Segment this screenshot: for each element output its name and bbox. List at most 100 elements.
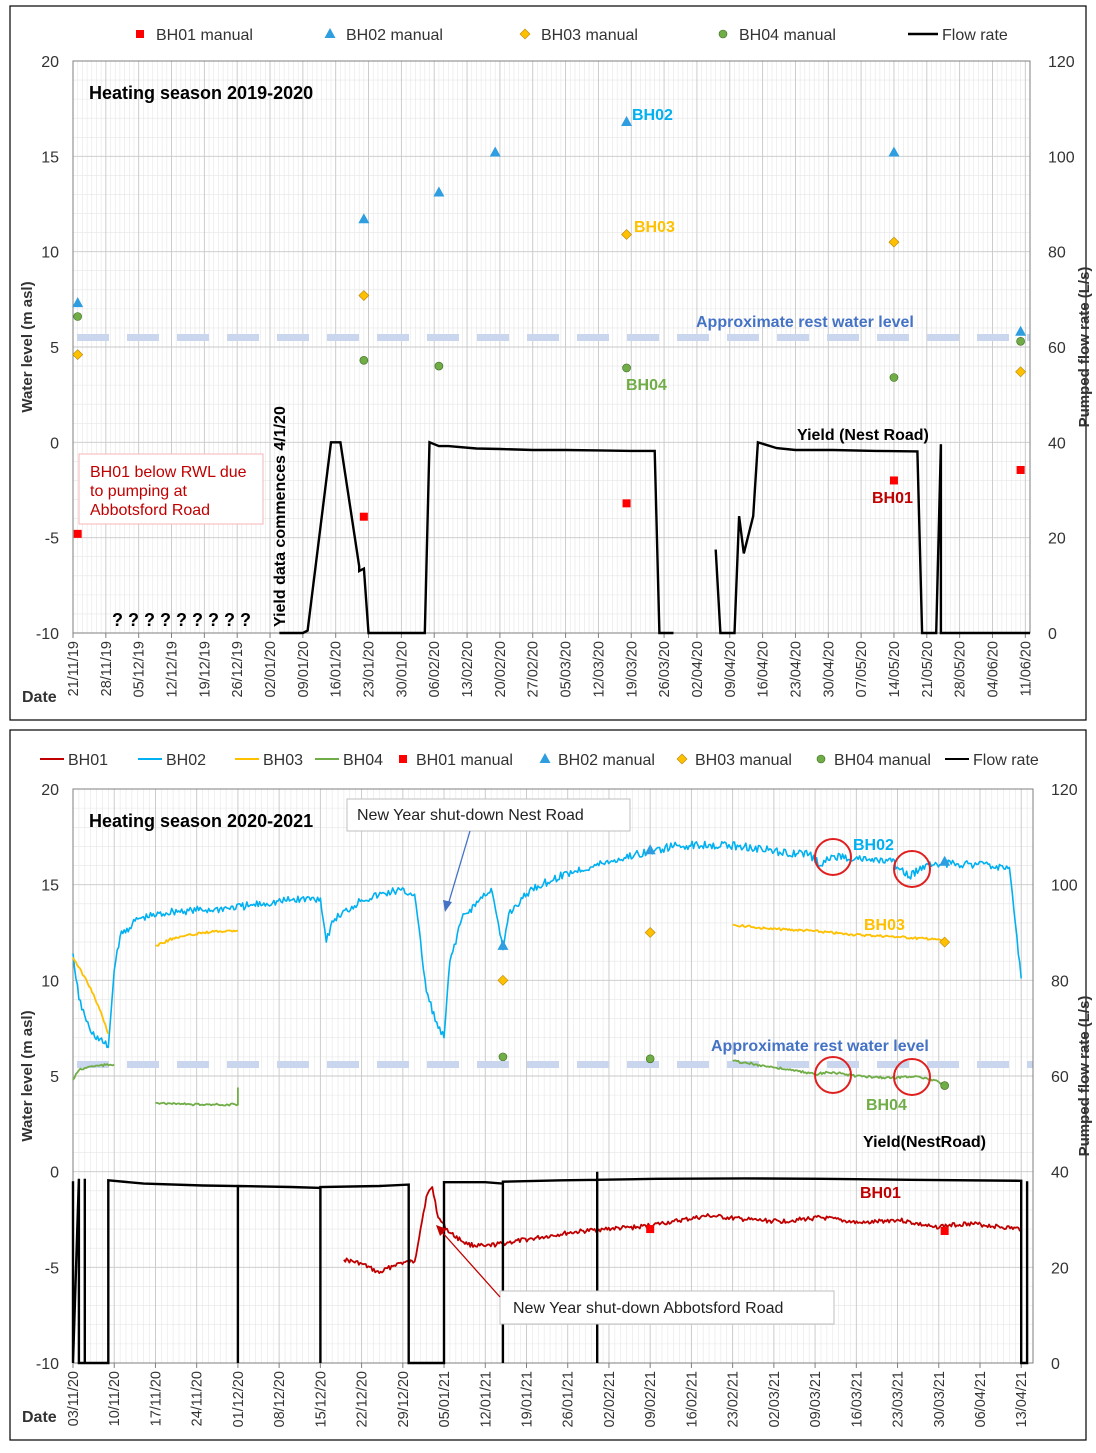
x-tick-label: 05/01/21 [437,1371,453,1427]
x-tick-label: 16/04/20 [756,641,772,697]
legend-label: BH02 [166,752,206,769]
y-tick-label: 20 [41,782,59,799]
y-tick-label: 0 [50,1165,59,1182]
x-tick-label: 16/03/21 [849,1371,865,1427]
legend-label: Flow rate [973,752,1039,769]
bh01-label: BH01 [872,490,913,507]
y-tick-label: -5 [45,531,59,548]
x-tick-label: 05/12/19 [132,641,148,697]
x-tick-label: 23/04/20 [788,641,804,697]
x-tick-label: 09/01/20 [296,641,312,697]
marker-bh02-manual [621,116,633,127]
annotations: Approximate rest water level BH02 BH03 BH04… [346,798,986,1325]
y2-tick-label: 60 [1051,1069,1069,1086]
y-tick-label: 20 [41,54,59,71]
callout-nest-text: New Year shut-down Nest Road [357,807,584,824]
x-tick-label: 09/04/20 [723,641,739,697]
marker-bh01-manual [359,512,368,521]
marker-bh01-manual [889,476,898,485]
y2-tick-label: 80 [1048,245,1066,262]
marker-bh04-manual [1016,336,1025,346]
marker-bh04-manual [434,361,444,371]
series-bh03-line [732,923,946,942]
legend-marker [676,753,688,765]
y-axis-title: Water level (m asl) [19,281,36,412]
data-layer [71,840,1029,1365]
x-tick-label: 09/03/21 [808,1371,824,1427]
panel-frame [9,5,1087,721]
bh04-label: BH04 [626,377,667,394]
x-axis-title: Date [22,1409,57,1426]
y2-tick-label: 20 [1051,1260,1069,1277]
series-flow-rate-line [279,440,674,635]
y2-tick-label: 120 [1048,54,1075,71]
marker-bh04-manual [622,363,631,373]
y2-tick-label: 80 [1051,973,1069,990]
y2-tick-label: 100 [1048,149,1075,166]
series-bh04-line [155,1087,239,1107]
x-tick-label: 26/03/20 [657,641,673,697]
x-tick-label: 30/03/21 [932,1371,948,1427]
legend-label: BH02 manual [558,752,655,769]
x-tick-label: 21/11/19 [66,641,82,696]
x-tick-label: 12/01/21 [478,1371,494,1427]
y2-axis-title: Pumped flow rate (L/s) [1076,996,1093,1157]
callout-abbotsford-arrow [441,1231,501,1298]
series-flow-rate-line [71,1171,1029,1365]
series-bh02-line [72,840,1022,1049]
x-tick-label: 26/12/19 [230,641,246,697]
y-tick-label: 10 [41,973,59,990]
y-tick-label: -10 [36,1356,59,1373]
x-tick-label: 02/03/21 [767,1371,783,1427]
y2-tick-label: 20 [1048,531,1066,548]
callout-abbotsford-text: New Year shut-down Abbotsford Road [513,1300,783,1317]
series-bh04-line [732,1059,945,1085]
y2-tick-label: 0 [1051,1356,1060,1373]
y2-tick-label: 100 [1051,878,1078,895]
rwl-label: Approximate rest water level [711,1038,929,1055]
x-tick-label: 16/02/21 [684,1371,700,1427]
legend-label: BH04 [343,752,383,769]
y2-tick-label: 60 [1048,340,1066,357]
marker-bh04-manual [359,356,369,365]
marker-bh03-manual [1015,366,1027,378]
legend-label: BH04 manual [739,27,836,44]
highlight-circle [814,1056,852,1094]
x-tick-label: 17/11/20 [148,1371,164,1426]
series-flow-rate-line [714,440,1030,635]
legend-label: BH03 manual [541,27,638,44]
legend-label: Flow rate [942,27,1008,44]
bh01-label: BH01 [860,1185,901,1202]
x-tick-label: 28/11/19 [99,641,115,696]
bh03-label: BH03 [864,917,905,934]
marker-bh01-manual [940,1226,949,1235]
marker-bh04-manual [940,1081,949,1090]
marker-bh02-manual [888,146,900,157]
chart-panel-2: -10 -5 0 5 10 15 20 0 20 40 60 80 100 120 03/11/20 10/1… [9,729,1093,1441]
bh01-note-line: to pumping at [90,483,188,500]
bh02-label: BH02 [853,837,894,854]
y-tick-label: 0 [50,435,59,452]
x-tick-label: 04/06/20 [985,641,1001,697]
marker-bh01-manual [646,1225,655,1234]
x-tick-label: 16/01/20 [329,641,345,697]
callout-abbotsford-arrowhead [436,1225,447,1236]
legend-label: BH03 manual [695,752,792,769]
bh01-note-box [78,453,264,525]
y-tick-label: 5 [50,1069,59,1086]
y-tick-label: 5 [50,340,59,357]
x-tick-label: 12/03/20 [591,641,607,697]
legend-marker [399,755,407,763]
x-tick-label: 23/03/21 [891,1371,907,1427]
bh04-label: BH04 [866,1097,907,1114]
legend-marker [718,29,728,39]
series-bh04-line [72,1063,115,1081]
marker-bh02-manual [72,297,84,308]
bh01-note-line: BH01 below RWL due [90,464,247,481]
marker-bh04-manual [73,312,82,321]
legend-marker [539,753,551,763]
x-tick-label: 19/12/19 [197,641,213,697]
y2-tick-label: 40 [1048,435,1066,452]
